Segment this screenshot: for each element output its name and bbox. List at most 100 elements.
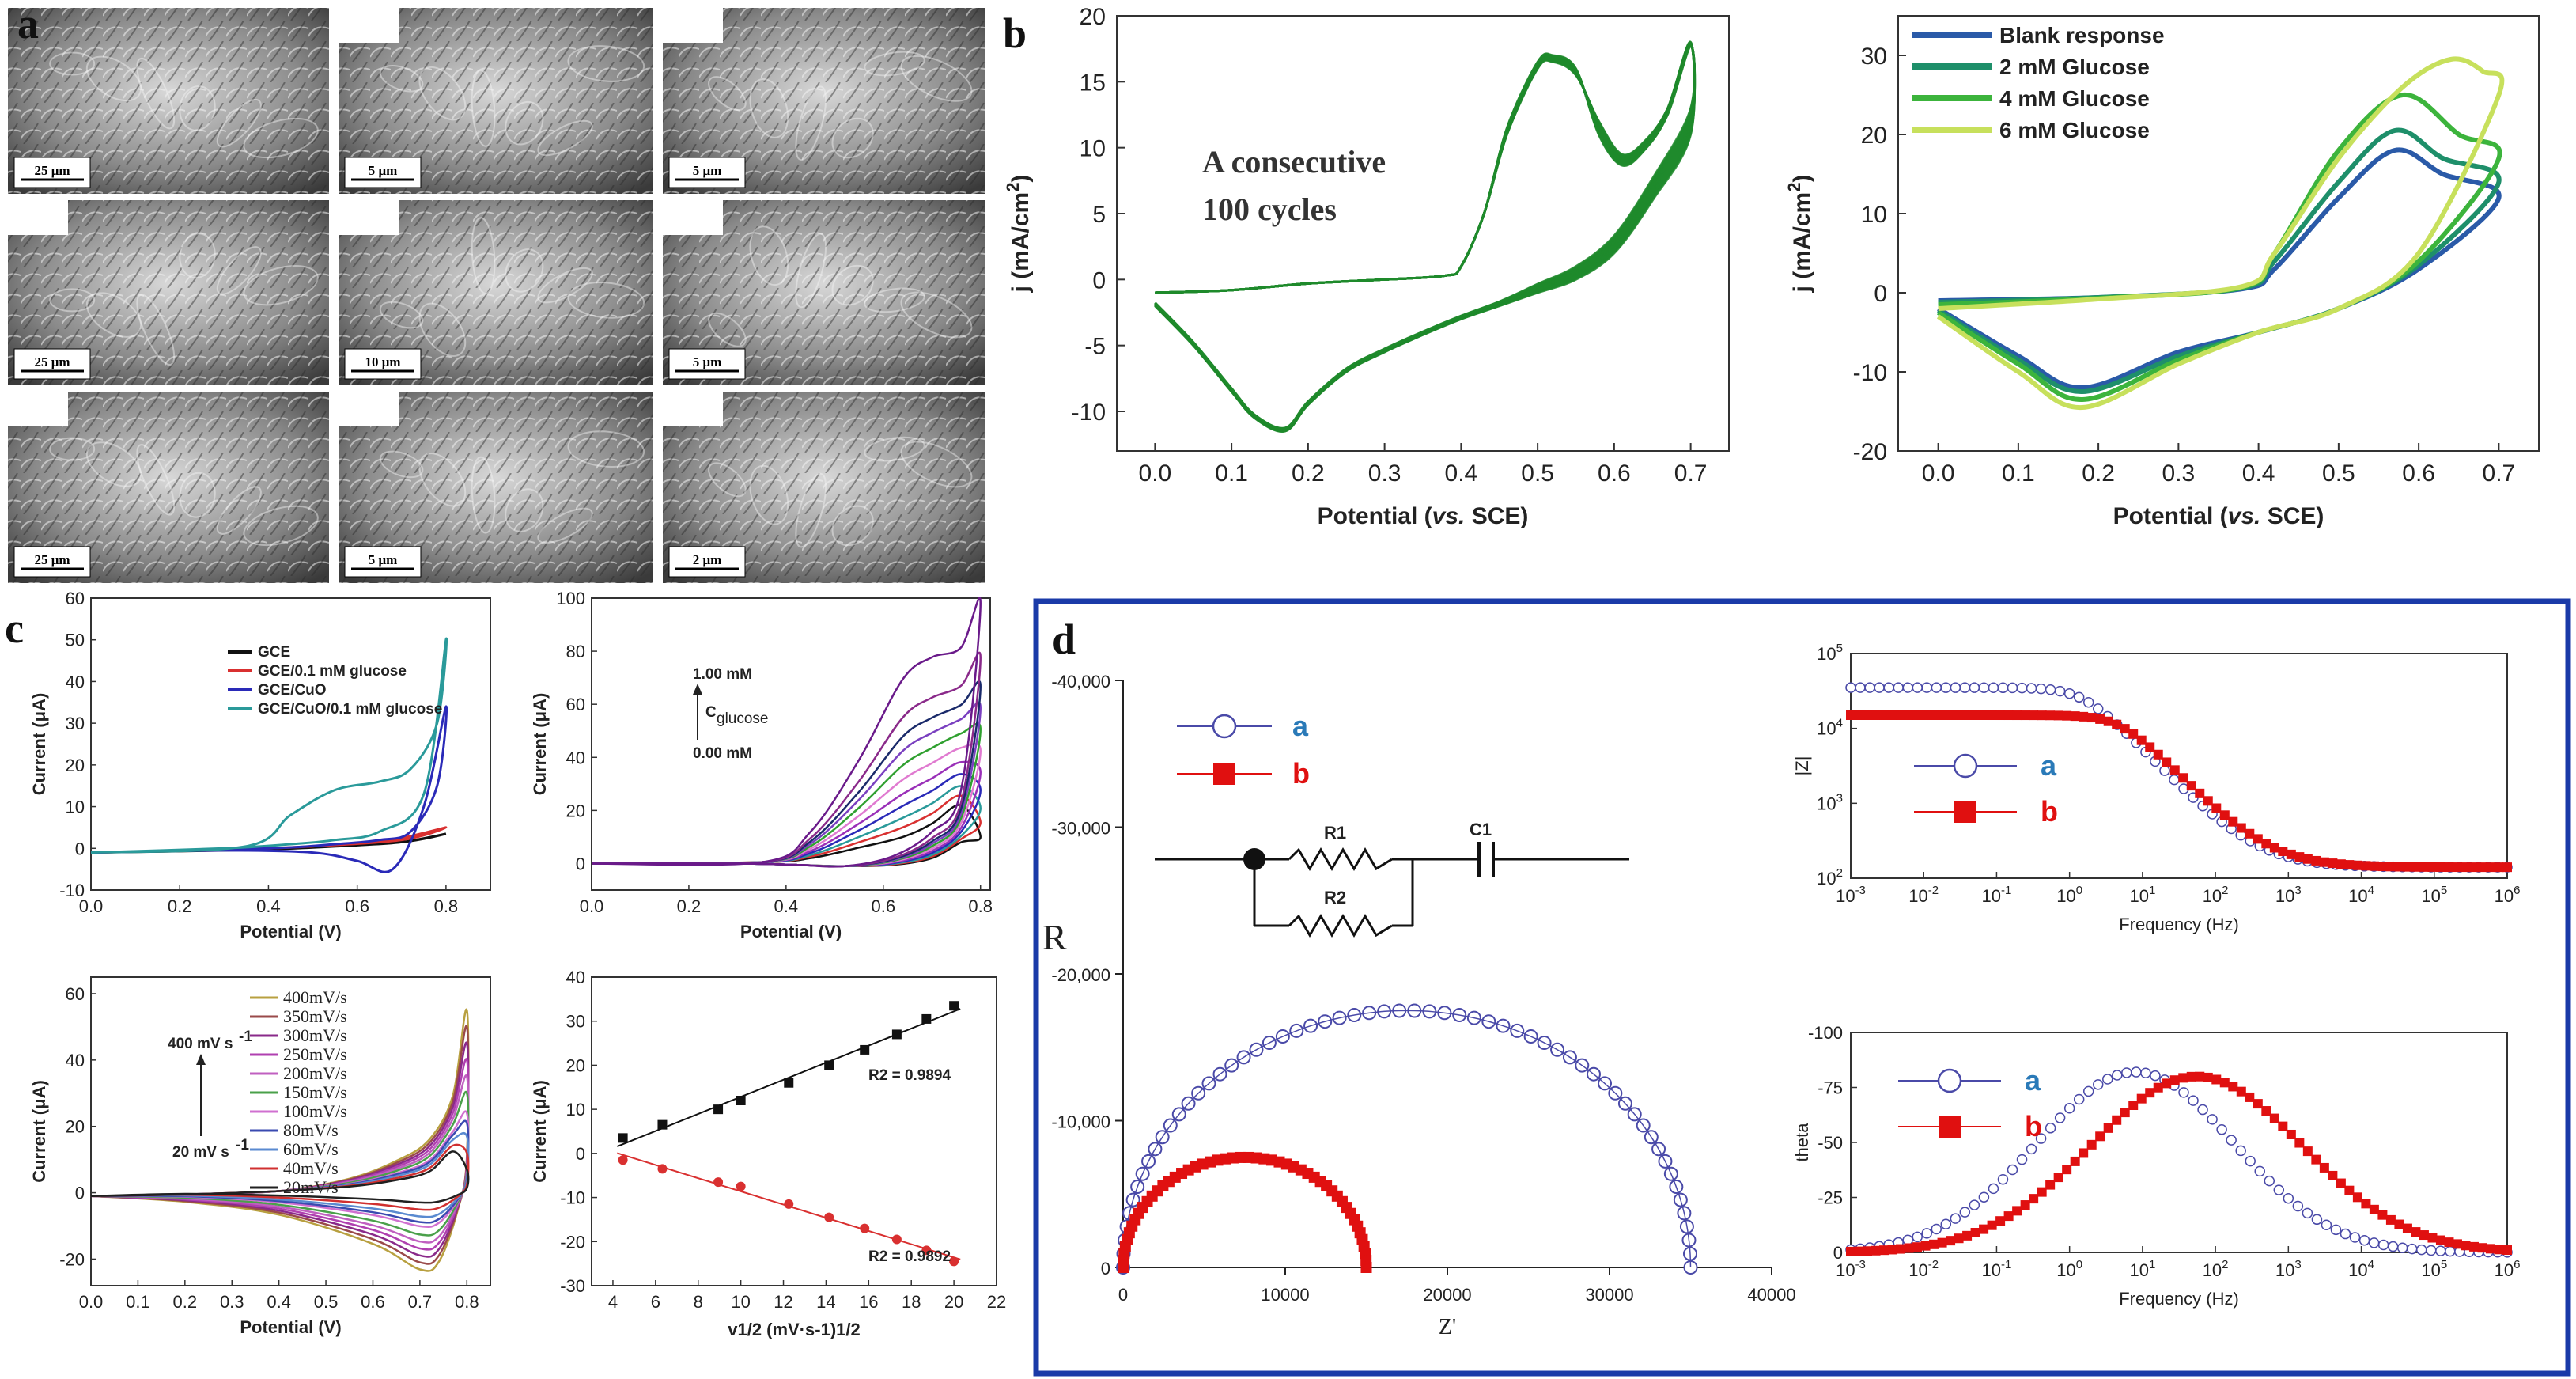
y-tick-label: -10,000 <box>1051 1112 1110 1132</box>
y-tick-label: 0 <box>1874 281 1887 307</box>
y-tick-label: 15 <box>1080 70 1106 96</box>
legend-label: 300mV/s <box>283 1025 347 1045</box>
data-point <box>2435 1235 2445 1245</box>
data-point <box>2396 1242 2408 1253</box>
data-point <box>2494 1245 2504 1255</box>
x-tick-label: 0.0 <box>1922 460 1955 487</box>
x-tick-label: 10000 <box>1261 1285 1309 1305</box>
legend-label: 20mV/s <box>283 1177 339 1197</box>
x-tick-label: 0.1 <box>126 1292 150 1312</box>
data-point <box>2219 1078 2230 1088</box>
data-point <box>1854 710 1864 720</box>
legend-label: 6 mM Glucose <box>1999 118 2150 142</box>
data-point <box>1879 1245 1889 1256</box>
legend-label: b <box>2025 1110 2042 1142</box>
data-point <box>1921 682 1932 693</box>
panel-label-d: d <box>1052 616 1076 663</box>
data-point <box>1896 710 1906 720</box>
data-point <box>2236 823 2246 833</box>
sem-panel: 25 μm 5 μm 5 μm 25 μm 10 μm 5 μm 25 μm 5 μm 2 μm <box>8 8 985 583</box>
y-axis-label: Current (μA) <box>29 1080 49 1183</box>
y-axis-label: Current (μA) <box>29 693 49 796</box>
data-point <box>736 1181 746 1191</box>
scale-bar-label: 5 μm <box>693 354 722 369</box>
x-tick-label: 102 <box>2203 884 2229 906</box>
data-point <box>1929 1239 1939 1249</box>
y-tick-label: 100 <box>556 589 585 608</box>
chart-c-top-right: 0.0 0.2 0.4 0.6 0.8 0 20 40 60 80 100 Potential (V)… <box>530 589 993 941</box>
data-point <box>2012 1206 2022 1216</box>
cv-cycle-line <box>1154 44 1697 430</box>
legend-label: b <box>2041 795 2058 828</box>
legend-label: 80mV/s <box>283 1120 339 1140</box>
data-point <box>2485 862 2495 873</box>
x-tick-label: 106 <box>2495 884 2521 906</box>
data-point <box>2121 1067 2132 1078</box>
data-point <box>2103 1123 2113 1133</box>
data-point <box>2369 861 2379 871</box>
data-point <box>2211 1074 2222 1085</box>
r2-cathodic: R2 = 0.9892 <box>868 1248 951 1265</box>
scale-bar-label: 25 μm <box>34 163 70 178</box>
data-point <box>1863 1246 1873 1256</box>
data-point <box>2112 719 2122 729</box>
annotation-line-1: A consecutive <box>1202 144 1386 180</box>
y-axis-label: Current (μA) <box>530 693 550 796</box>
plot-frame <box>1850 1032 2508 1253</box>
y-tick-label: 30 <box>566 1012 585 1032</box>
sem-flake <box>136 444 176 516</box>
chart-c-top-left: 0.0 0.2 0.4 0.6 0.8 -10 0 10 20 30 40 50 60 Potential… <box>29 589 491 941</box>
data-point <box>2452 862 2462 873</box>
x-axis-label: Frequency (Hz) <box>2119 1289 2239 1309</box>
data-point <box>2264 1175 2275 1187</box>
data-point <box>1845 682 1856 693</box>
y-tick-label: 105 <box>1817 642 1843 664</box>
x-tick-label: 0.2 <box>173 1292 198 1312</box>
data-point <box>1904 1243 1914 1253</box>
data-point <box>2112 1115 2122 1125</box>
x-tick-label: 0.1 <box>2002 460 2035 487</box>
x-tick-label: 0.6 <box>2402 460 2435 487</box>
scale-bar-box <box>13 348 91 380</box>
data-point <box>2095 1131 2105 1142</box>
sem-flake <box>471 217 496 295</box>
data-point <box>1931 682 1942 693</box>
legend-label: 400mV/s <box>283 987 347 1007</box>
sem-flake <box>831 264 874 306</box>
scale-bar-box <box>13 157 91 188</box>
data-point <box>2086 713 2097 723</box>
data-point <box>2197 1104 2208 1116</box>
x-tick-label: 20 <box>944 1292 963 1312</box>
y-axis-label: theta <box>1792 1123 1812 1162</box>
data-point <box>2140 1067 2151 1079</box>
y-tick-label: 0 <box>1833 1243 1843 1263</box>
data-point <box>2336 1178 2346 1188</box>
data-point <box>1970 1227 1980 1237</box>
chart-d-bode-phase: 10-3 10-2 10-1 100 101 102 103 104 105 106 Frequen… <box>1792 1023 2520 1309</box>
data-point <box>2278 1121 2288 1131</box>
data-point <box>2302 1207 2313 1219</box>
data-point <box>921 1245 932 1256</box>
data-point <box>2054 1112 2066 1123</box>
x-tick-label: 0.0 <box>79 896 104 916</box>
scale-bar-box <box>344 546 422 578</box>
y-axis-label: |Z| <box>1792 756 1812 776</box>
data-point <box>2245 1092 2255 1102</box>
sem-flake <box>179 85 216 131</box>
data-point <box>2169 765 2180 775</box>
data-point <box>1979 1224 1989 1234</box>
sem-flake <box>85 292 142 338</box>
data-point <box>2254 1165 2265 1177</box>
y-tick-label: 40 <box>566 748 585 767</box>
y-tick-label: 20 <box>1080 4 1106 30</box>
sem-flake <box>864 287 925 313</box>
data-point <box>1854 1246 1864 1256</box>
plot-frame <box>1116 15 1730 452</box>
legend-marker <box>1939 1116 1961 1138</box>
data-point <box>1962 710 1973 720</box>
sem-label-box <box>339 200 399 235</box>
sem-flake <box>136 294 176 366</box>
data-point <box>891 1234 902 1245</box>
data-point <box>949 1256 959 1267</box>
x-axis-label: Potential (V) <box>240 922 341 941</box>
